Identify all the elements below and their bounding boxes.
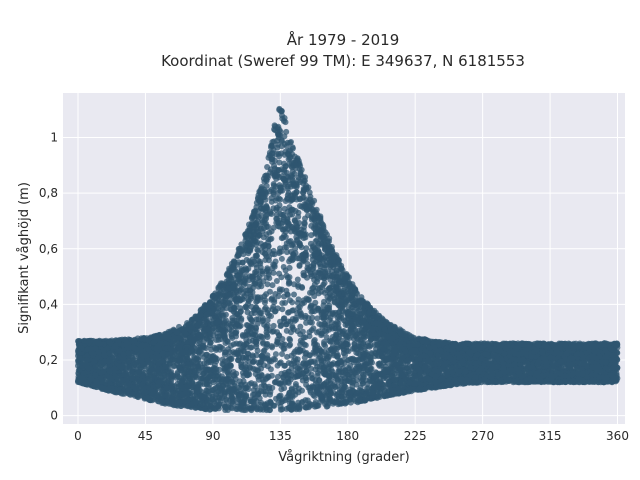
data-point	[314, 315, 321, 322]
data-point	[264, 334, 271, 340]
data-point	[282, 299, 289, 306]
data-point	[289, 299, 296, 306]
data-point	[270, 356, 277, 362]
data-point	[278, 255, 285, 262]
data-point	[283, 128, 290, 135]
data-point	[311, 276, 318, 283]
data-point	[263, 182, 270, 189]
data-point	[276, 159, 283, 166]
data-point	[264, 281, 271, 288]
chart-subtitle: Koordinat (Sweref 99 TM): E 349637, N 61…	[161, 52, 525, 70]
data-point	[279, 351, 285, 357]
data-point	[275, 293, 282, 300]
data-point	[281, 385, 288, 392]
data-point	[280, 118, 287, 124]
chart-title: År 1979 - 2019	[287, 30, 400, 49]
data-points	[75, 105, 621, 414]
data-point	[272, 308, 279, 315]
data-point	[311, 337, 318, 343]
data-point	[259, 243, 266, 250]
data-point	[323, 334, 330, 341]
data-point	[270, 269, 277, 276]
data-point	[281, 160, 287, 167]
data-point	[270, 224, 277, 231]
data-point	[273, 278, 280, 284]
data-point	[248, 344, 255, 351]
data-point	[269, 282, 276, 289]
data-point	[278, 274, 285, 281]
data-point	[279, 306, 286, 313]
data-point	[257, 260, 264, 267]
data-point	[258, 383, 265, 390]
data-point	[244, 331, 251, 338]
data-point	[265, 356, 272, 363]
data-point	[303, 245, 310, 252]
